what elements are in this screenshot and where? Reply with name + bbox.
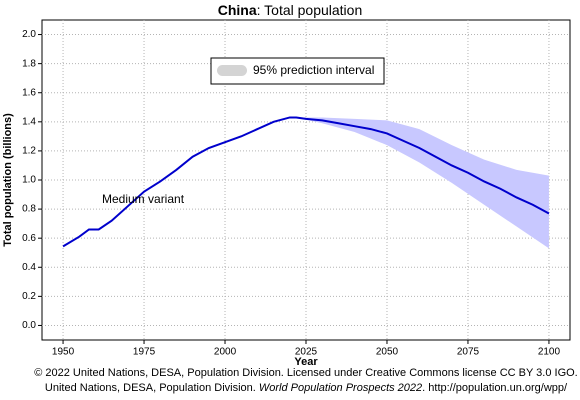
- source-line: © 2022 United Nations, DESA, Population …: [34, 367, 578, 379]
- x-tick-label: 2100: [538, 347, 561, 358]
- x-tick-label: 2050: [376, 347, 399, 358]
- source-title: World Population Prospects 2022: [259, 382, 422, 394]
- y-tick-label: 0.4: [22, 262, 36, 273]
- x-tick-label: 2025: [295, 347, 318, 358]
- title-rest: : Total population: [257, 2, 363, 18]
- y-tick-label: 1.8: [22, 58, 36, 69]
- x-tick-label: 1975: [133, 347, 156, 358]
- legend-swatch: [217, 65, 247, 76]
- x-tick-label: 2075: [457, 347, 480, 358]
- x-axis-label: Year: [294, 356, 318, 368]
- prediction-band: [296, 117, 549, 249]
- source-text: . http://population.un.org/wpp/: [422, 382, 568, 394]
- y-axis-label: Total population (billions): [2, 113, 14, 247]
- y-tick-label: 0.8: [22, 204, 36, 215]
- y-tick-label: 1.2: [22, 146, 36, 157]
- marks: [42, 20, 570, 340]
- y-tick-label: 0.2: [22, 291, 36, 302]
- x-tick-label: 2000: [214, 347, 237, 358]
- source-text: United Nations, DESA, Population Divisio…: [45, 382, 259, 394]
- source-line: United Nations, DESA, Population Divisio…: [45, 382, 568, 394]
- series-label: Medium variant: [102, 192, 185, 206]
- x-tick-label: 1950: [52, 347, 75, 358]
- y-tick-label: 2.0: [22, 29, 36, 40]
- y-tick-label: 1.6: [22, 87, 36, 98]
- y-tick-label: 1.0: [22, 175, 36, 186]
- legend-label: 95% prediction interval: [253, 63, 374, 77]
- y-tick-label: 0.0: [22, 320, 36, 331]
- y-tick-label: 0.6: [22, 233, 36, 244]
- series-line: [62, 116, 550, 248]
- chart-title: China: Total population: [218, 2, 363, 18]
- title-bold: China: [218, 2, 257, 18]
- y-tick-label: 1.4: [22, 116, 36, 127]
